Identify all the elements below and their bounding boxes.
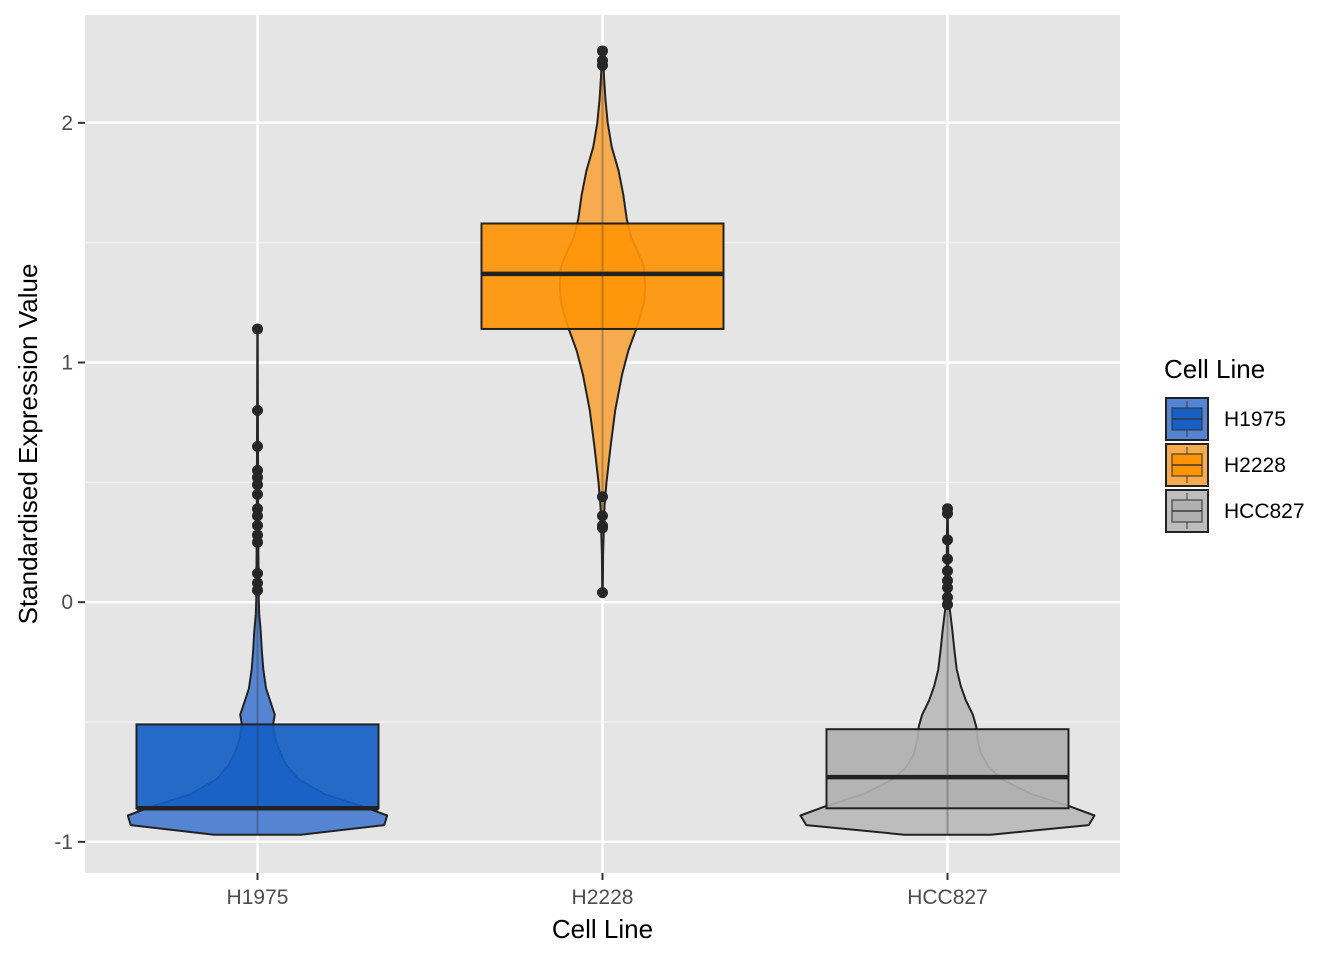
outlier-point <box>597 522 608 534</box>
y-axis-title: Standardised Expression Value <box>13 264 43 625</box>
x-tick-label: H1975 <box>227 886 289 909</box>
boxplot-h2228 <box>480 50 725 593</box>
legend: Cell Line H1975 H2228 HCC827 <box>1164 354 1305 533</box>
legend-title: Cell Line <box>1164 354 1265 384</box>
outlier-point <box>252 479 263 491</box>
box-layer <box>135 50 1070 835</box>
outlier-points <box>252 45 953 611</box>
outlier-point <box>252 584 263 596</box>
outlier-point <box>252 510 263 522</box>
legend-key-hcc827: HCC827 <box>1165 489 1305 533</box>
legend-label: H2228 <box>1224 454 1286 477</box>
x-tick-label: HCC827 <box>907 886 988 909</box>
y-tick-label: 1 <box>61 352 73 375</box>
outlier-point <box>942 582 953 594</box>
legend-key-h1975: H1975 <box>1165 397 1286 441</box>
outlier-point <box>252 488 263 500</box>
outlier-point <box>942 553 953 565</box>
x-tick-label: H2228 <box>572 886 634 909</box>
outlier-point <box>597 510 608 522</box>
outlier-point <box>252 536 263 548</box>
outlier-point <box>252 440 263 452</box>
x-axis: H1975 H2228 HCC827 <box>227 873 988 909</box>
outlier-point <box>252 404 263 416</box>
box-iqr <box>825 728 1070 810</box>
box-iqr <box>480 222 725 330</box>
outlier-point <box>597 491 608 503</box>
outlier-point <box>942 534 953 546</box>
outlier-point <box>597 59 608 71</box>
y-axis: -1 0 1 2 <box>54 112 85 854</box>
y-tick-label: -1 <box>54 831 73 854</box>
legend-label: H1975 <box>1224 408 1286 431</box>
legend-label: HCC827 <box>1224 500 1305 523</box>
outlier-point <box>942 599 953 611</box>
boxplot-hcc827 <box>825 508 1070 835</box>
y-tick-label: 2 <box>61 112 73 135</box>
outlier-point <box>597 45 608 57</box>
box-iqr <box>135 723 380 810</box>
x-axis-title: Cell Line <box>552 914 653 944</box>
outlier-point <box>252 323 263 335</box>
outlier-point <box>252 519 263 531</box>
outlier-point <box>942 565 953 577</box>
outlier-point <box>252 567 263 579</box>
legend-key-h2228: H2228 <box>1165 443 1286 487</box>
outlier-point <box>942 508 953 520</box>
y-tick-label: 0 <box>61 591 73 614</box>
outlier-point <box>597 587 608 599</box>
